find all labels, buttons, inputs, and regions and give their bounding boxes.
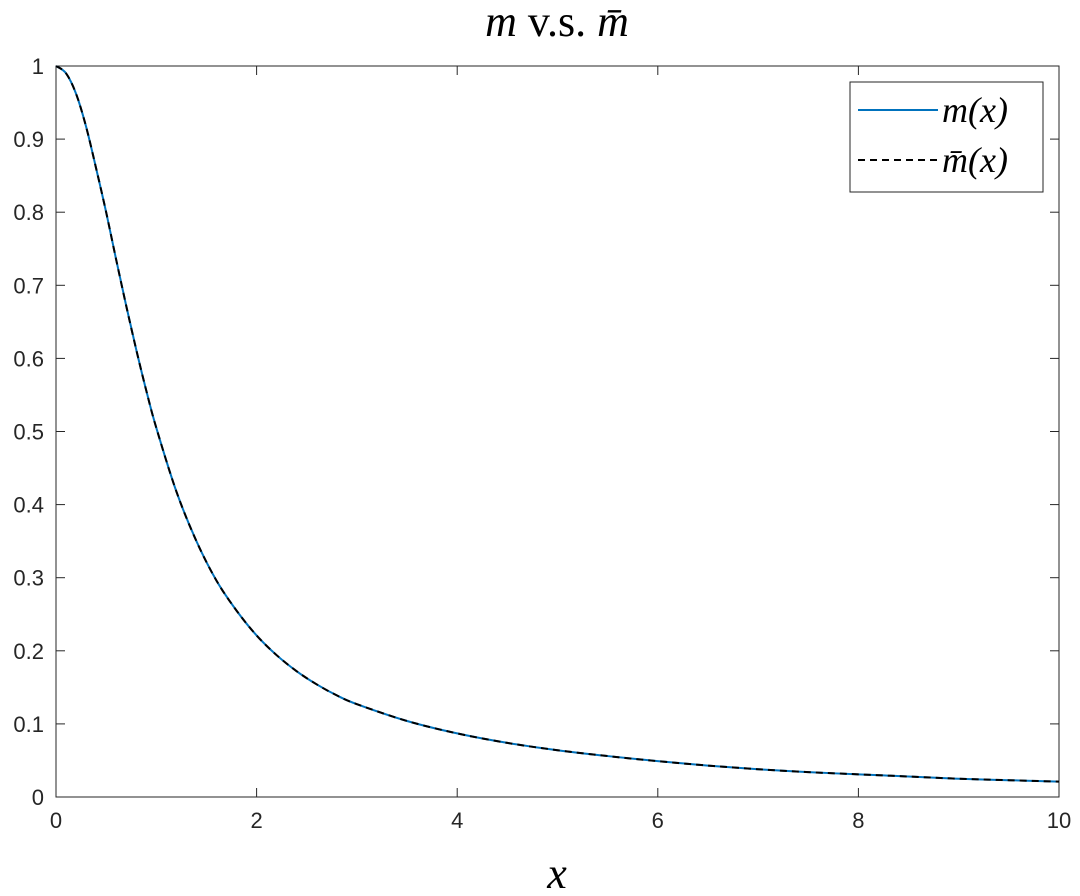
- y-tick-label: 0.6: [13, 346, 44, 371]
- x-tick-label: 8: [852, 808, 864, 833]
- y-tick-label: 0.1: [13, 712, 44, 737]
- axis-ticks: [55, 65, 1060, 798]
- x-tick-label: 6: [652, 808, 664, 833]
- x-tick-label: 2: [250, 808, 262, 833]
- y-tick-label: 0.5: [13, 420, 44, 445]
- x-tick-label: 4: [451, 808, 463, 833]
- series-lines: [55, 65, 1060, 783]
- y-tick-label: 0.8: [13, 200, 44, 225]
- title-var1: m: [485, 0, 517, 46]
- legend-label-m: m(x): [942, 90, 1008, 130]
- axis-tick-labels: 0 2 4 6 8 10 0 0.1 0.2 0.3 0.4 0.5 0.6 0.7 0.8 0.9 1: [13, 54, 1071, 833]
- y-tick-label: 1: [32, 54, 44, 79]
- title-connector: v.s.: [517, 0, 597, 46]
- title-var2: m̄: [597, 0, 629, 46]
- legend-label-m-bar: m̄(x): [942, 140, 1008, 180]
- legend-box: [849, 81, 1044, 193]
- chart-title: m v.s. m̄: [485, 0, 629, 46]
- x-tick-label: 0: [50, 808, 62, 833]
- y-tick-label: 0.7: [13, 273, 44, 298]
- x-tick-label: 10: [1047, 808, 1071, 833]
- y-tick-label: 0.4: [13, 493, 44, 518]
- y-tick-label: 0.3: [13, 566, 44, 591]
- y-tick-label: 0: [32, 785, 44, 810]
- series-line-m-bar: [55, 65, 1060, 783]
- y-tick-label: 0.9: [13, 127, 44, 152]
- y-tick-label: 0.2: [13, 639, 44, 664]
- x-axis-label: x: [546, 849, 567, 896]
- legend: m(x) m̄(x): [849, 81, 1044, 193]
